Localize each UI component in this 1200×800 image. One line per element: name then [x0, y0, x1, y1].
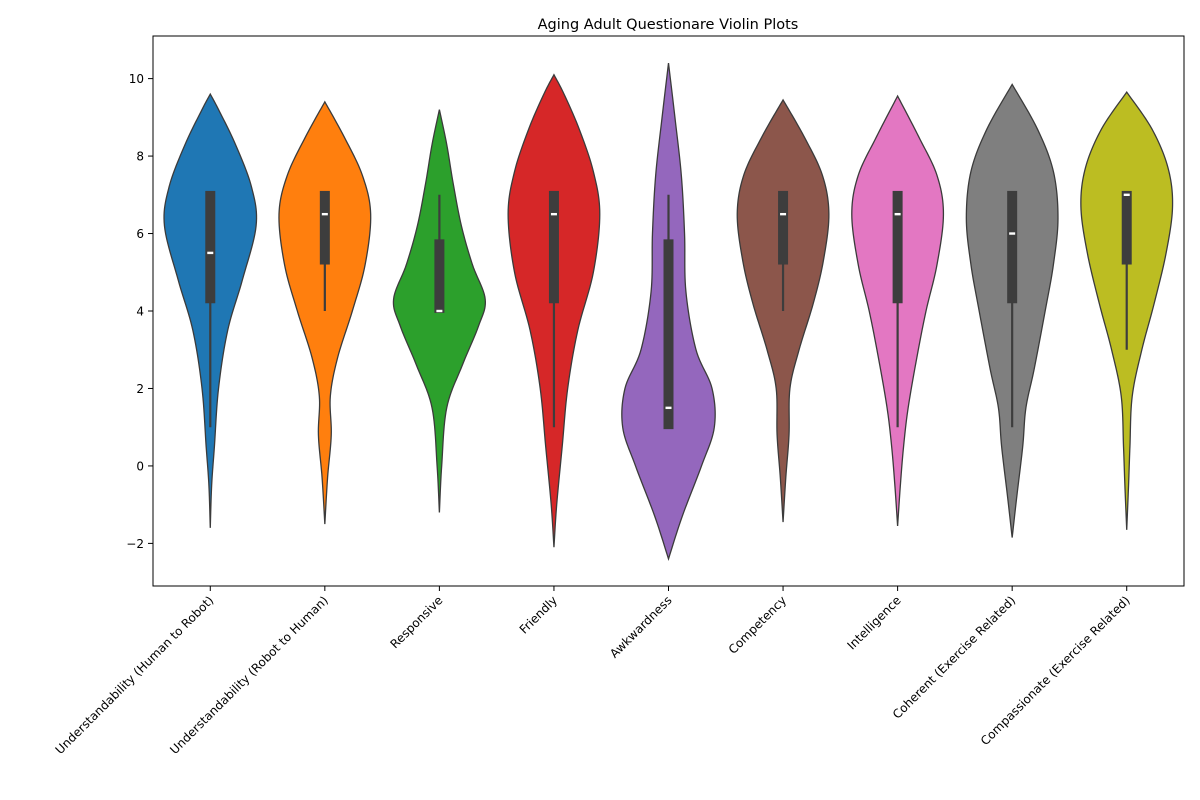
- y-tick-label: 10: [129, 72, 144, 86]
- violin-iqr-box: [892, 190, 903, 304]
- y-tick-label: −2: [126, 537, 144, 551]
- violin-iqr-box: [1007, 190, 1018, 304]
- violin-body: [278, 100, 372, 525]
- y-axis: −2 0 2 4 6 8 10: [126, 72, 153, 551]
- violin-group: [278, 100, 372, 525]
- chart-title: Aging Adult Questionare Violin Plots: [538, 17, 799, 33]
- y-tick-label: 6: [136, 227, 144, 241]
- violin-median: [665, 406, 672, 410]
- violin-median: [894, 212, 901, 216]
- violin-median: [1009, 232, 1016, 235]
- violin-group: [736, 98, 830, 523]
- violin-median: [207, 251, 214, 255]
- violin-iqr-box: [434, 239, 445, 313]
- violin-group: [965, 83, 1059, 538]
- y-tick-label: 4: [136, 305, 144, 319]
- violin-median: [1123, 193, 1130, 197]
- violin-iqr-box: [548, 190, 559, 304]
- violin-iqr-box: [319, 190, 330, 265]
- violin-iqr-box: [778, 190, 789, 265]
- violin-group: [507, 73, 601, 548]
- violin-group: [851, 94, 945, 527]
- y-tick-label: 0: [136, 459, 144, 473]
- violin-median: [436, 309, 443, 313]
- y-tick-label: 8: [136, 150, 144, 164]
- violin-iqr-box: [663, 239, 674, 430]
- violin-group: [163, 92, 258, 528]
- violin-group: [1080, 91, 1174, 530]
- violin-group: [392, 109, 487, 513]
- violin-group: [621, 63, 716, 562]
- violin-median: [321, 212, 328, 216]
- y-tick-label: 2: [136, 382, 144, 396]
- violins-layer: [163, 63, 1174, 562]
- violin-iqr-box: [1121, 190, 1132, 265]
- violin-iqr-box: [205, 190, 216, 304]
- violin-median: [780, 212, 787, 216]
- plot-frame: [152, 35, 1185, 587]
- violin-median: [550, 212, 557, 216]
